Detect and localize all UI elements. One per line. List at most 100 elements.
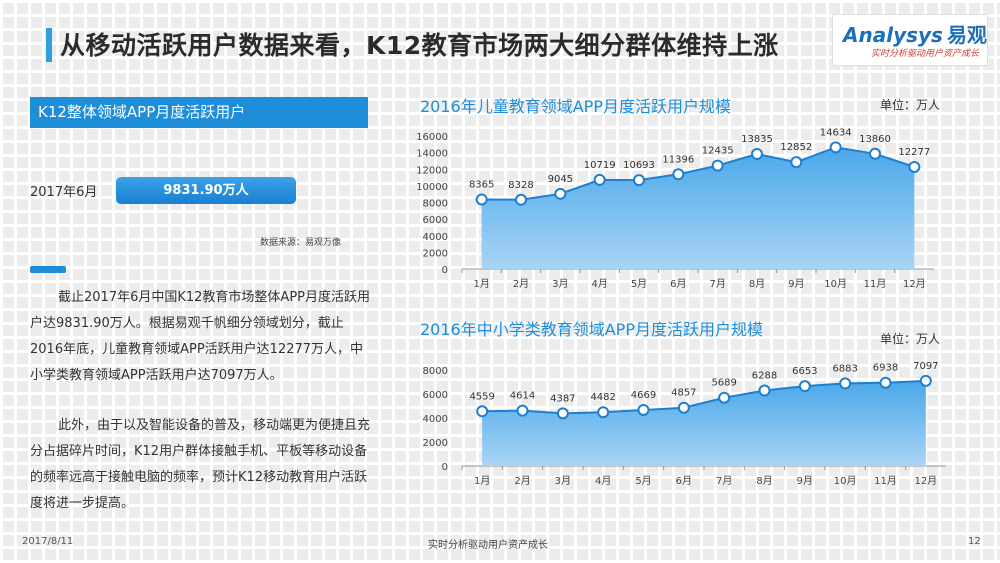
- chart1-ytick-label: 0: [442, 265, 448, 276]
- chart2-category-label: 5月: [635, 475, 651, 487]
- chart1-category-label: 3月: [552, 278, 568, 290]
- chart1-title: 2016年儿童教育领域APP月度活跃用户规模: [420, 97, 731, 116]
- chart2-data-label: 6288: [752, 371, 777, 382]
- chart1-point: [593, 173, 606, 186]
- chart1-ytick-label: 14000: [416, 149, 448, 160]
- chart2-ytick-label: 6000: [423, 390, 448, 401]
- chart1-point: [633, 174, 645, 187]
- chart1-ytick-label: 12000: [416, 165, 448, 176]
- left-section-title: K12整体领域APP月度活跃用户: [30, 97, 368, 128]
- chart1-ytick-label: 16000: [416, 132, 448, 143]
- chart1-category-label: 6月: [670, 278, 686, 290]
- chart2-point: [798, 380, 811, 393]
- chart2-point: [476, 405, 489, 418]
- chart2-category-label: 9月: [797, 475, 813, 487]
- chart1-category-label: 12月: [903, 278, 926, 290]
- chart2-category-label: 8月: [756, 475, 772, 487]
- chart1-series-line: [481, 146, 915, 201]
- chart2-point: [879, 376, 892, 389]
- chart2-point: [718, 391, 731, 404]
- chart2-ytick-label: 4000: [423, 414, 448, 425]
- chart2-data-label: 6653: [792, 366, 817, 377]
- chart2-area-chart: 0 2000 4000 6000 8000 4559 1月 4614 2月 4387 3月 4482 4…: [423, 361, 946, 487]
- data-source-note: 数据来源：易观万像: [260, 238, 342, 248]
- chart1-category-label: 9月: [788, 278, 804, 290]
- chart2-series-line: [482, 379, 926, 415]
- logo-brand-cn: 易观: [946, 23, 987, 47]
- title-accent-bar: [46, 28, 52, 62]
- chart1-data-label: 8365: [469, 179, 494, 190]
- chart2-area-fill: [482, 380, 926, 466]
- chart2-point: [919, 374, 932, 387]
- chart1-point: [869, 147, 881, 160]
- chart2-point: [758, 384, 771, 397]
- chart2-category-label: 1月: [474, 475, 490, 487]
- brand-logo: Analysys 易观 实时分析驱动用户资产成长: [832, 14, 988, 66]
- chart1-point: [751, 147, 763, 160]
- logo-wordmark: Analysys 易观: [843, 19, 987, 48]
- chart1-data-label: 8328: [508, 180, 533, 191]
- chart2-data-label: 6883: [832, 363, 857, 374]
- chart2-data-label: 4614: [510, 391, 535, 402]
- chart1-category-label: 10月: [824, 278, 847, 290]
- chart2-point: [637, 403, 650, 416]
- logo-slogan: 实时分析驱动用户资产成长: [871, 49, 980, 59]
- chart1-data-label: 12277: [898, 147, 930, 158]
- chart1-point: [475, 193, 488, 206]
- chart1-point: [790, 156, 803, 169]
- chart1-unit: 单位：万人: [880, 98, 941, 112]
- summary-paragraph-2: 此外，由于以及智能设备的普及，移动端更为便捷且充分占据碎片时间，K12用户群体接…: [30, 418, 371, 511]
- chart1-ytick-label: 10000: [416, 182, 448, 193]
- chart2-category-label: 6月: [676, 475, 692, 487]
- chart1-ytick-label: 8000: [423, 199, 448, 210]
- chart2-data-label: 6938: [873, 363, 898, 374]
- chart1-category-label: 2月: [513, 278, 529, 290]
- chart1-area-chart: 0 2000 4000 6000 8000 10000 12000 14000 16000 836…: [416, 127, 934, 290]
- page-number: 12: [968, 536, 981, 547]
- chart1-point: [829, 141, 842, 154]
- chart2-ytick-label: 8000: [423, 366, 448, 377]
- chart1-point: [672, 168, 685, 181]
- chart1-category-label: 4月: [591, 278, 607, 290]
- chart1-category-label: 8月: [749, 278, 765, 290]
- chart2-data-label: 5689: [711, 378, 736, 389]
- chart1-data-label: 14634: [820, 127, 852, 138]
- chart2-data-label: 4387: [550, 393, 575, 404]
- chart1-category-label: 7月: [709, 278, 725, 290]
- chart1-category-label: 5月: [631, 278, 647, 290]
- chart1-point: [554, 187, 567, 200]
- chart1-point: [515, 193, 527, 206]
- chart2-category-label: 7月: [716, 475, 732, 487]
- chart1-data-label: 12435: [702, 146, 734, 157]
- chart2-data-label: 4857: [671, 388, 696, 399]
- chart1-point: [711, 159, 724, 172]
- chart2-category-label: 10月: [834, 475, 857, 487]
- chart2-data-label: 4559: [469, 391, 494, 402]
- chart1-point: [908, 160, 921, 173]
- footer-slogan: 实时分析驱动用户资产成长: [428, 540, 548, 551]
- chart2-category-label: 11月: [874, 475, 897, 487]
- chart2-data-label: 4482: [590, 392, 615, 403]
- kpi-value-badge: 9831.90万人: [116, 177, 296, 204]
- kpi-date-label: 2017年6月: [30, 185, 98, 200]
- chart1-data-label: 11396: [662, 154, 694, 165]
- chart1-data-label: 10693: [623, 160, 655, 171]
- chart2-category-label: 12月: [914, 475, 937, 487]
- logo-brand-en: Analysys: [843, 23, 943, 47]
- chart1-data-label: 10719: [584, 160, 616, 171]
- chart1-category-label: 1月: [473, 278, 489, 290]
- summary-paragraph-1: 截止2017年6月中国K12教育市场整体APP月度活跃用户达9831.90万人。…: [30, 290, 370, 383]
- chart2-point: [597, 406, 610, 419]
- chart2-point: [556, 407, 569, 420]
- chart2-title: 2016年中小学类教育领域APP月度活跃用户规模: [420, 320, 763, 339]
- chart1-area-fill: [481, 147, 915, 269]
- chart2-ytick-label: 0: [442, 462, 448, 473]
- chart1-ytick-label: 2000: [423, 248, 448, 259]
- chart2-point: [516, 404, 529, 417]
- chart1-data-label: 13835: [741, 134, 773, 145]
- chart2-point: [677, 401, 690, 414]
- chart1-data-label: 9045: [548, 174, 573, 185]
- chart2-category-label: 4月: [595, 475, 611, 487]
- chart1-data-label: 12852: [780, 142, 812, 153]
- chart2-category-label: 3月: [555, 475, 571, 487]
